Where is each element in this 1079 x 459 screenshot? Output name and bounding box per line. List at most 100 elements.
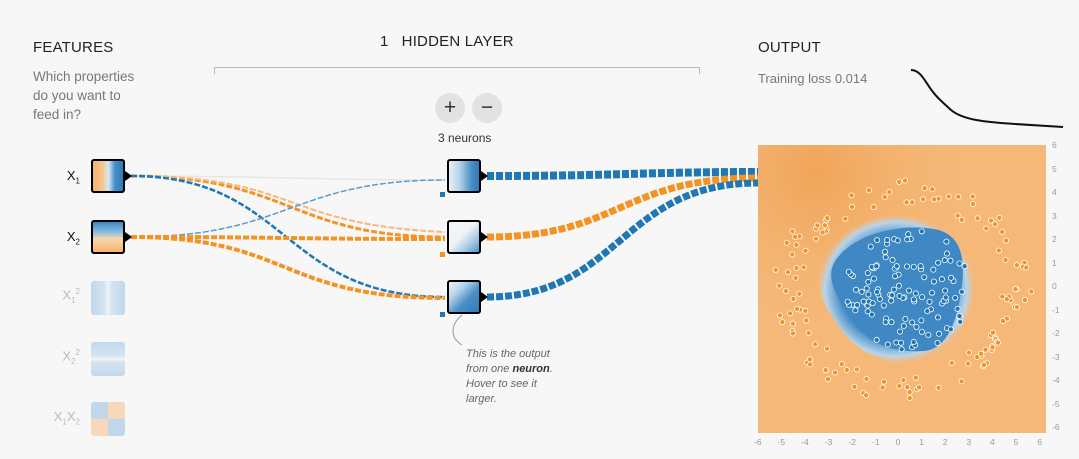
- data-point-negative: [886, 189, 893, 196]
- link-x2-n1[interactable]: [130, 179, 446, 238]
- link-x1-n2b[interactable]: [130, 175, 446, 233]
- data-point-positive: [895, 282, 902, 289]
- data-point-positive: [905, 231, 912, 238]
- data-point-negative: [958, 216, 965, 223]
- feature-node-x1-x2[interactable]: [91, 402, 125, 436]
- feature-node-x2[interactable]: [91, 220, 125, 254]
- y-tick-label: 1: [1052, 257, 1057, 268]
- feature-node-x2-squared[interactable]: [91, 342, 125, 376]
- data-point-negative: [824, 345, 831, 352]
- hidden-layer-count: 1: [380, 33, 389, 50]
- link-x2-n3[interactable]: [130, 235, 446, 300]
- output-heatmap[interactable]: [758, 145, 1046, 433]
- data-point-positive: [918, 328, 925, 335]
- y-tick-label: -5: [1052, 398, 1060, 409]
- data-point-negative: [903, 199, 910, 206]
- data-point-positive: [926, 298, 933, 305]
- data-point-positive: [904, 263, 911, 270]
- data-point-negative: [783, 288, 790, 295]
- data-point-positive: [917, 263, 924, 270]
- data-point-positive: [958, 288, 965, 295]
- data-point-positive: [943, 250, 950, 257]
- hidden-layers-header: 1 HIDDEN LAYER: [380, 33, 514, 50]
- data-point-negative: [935, 384, 942, 391]
- data-point-positive: [865, 278, 872, 285]
- data-point-negative: [1003, 237, 1010, 244]
- data-point-positive: [942, 294, 949, 301]
- hidden-neuron-1[interactable]: [447, 159, 481, 193]
- data-point-positive: [961, 263, 968, 270]
- add-neuron-button[interactable]: +: [435, 93, 465, 123]
- x-tick-label: -1: [872, 437, 880, 447]
- data-point-positive: [844, 298, 851, 305]
- data-point-negative: [904, 384, 911, 391]
- link-x1-n2[interactable]: [130, 174, 446, 239]
- data-point-negative: [969, 193, 976, 200]
- data-point-negative: [814, 222, 821, 229]
- data-point-negative: [819, 229, 826, 236]
- data-point-negative: [896, 383, 903, 390]
- data-point-negative: [999, 317, 1006, 324]
- data-point-negative: [912, 374, 919, 381]
- data-point-negative: [789, 330, 796, 337]
- link-x2-n2[interactable]: [130, 235, 446, 241]
- data-point-positive: [898, 346, 905, 353]
- hidden-neuron-2[interactable]: [447, 220, 481, 254]
- data-point-negative: [776, 312, 783, 319]
- x-tick-label: 2: [942, 437, 948, 447]
- data-point-negative: [969, 201, 976, 208]
- features-description-line: feed in?: [33, 107, 82, 122]
- data-point-positive: [892, 273, 899, 280]
- data-point-negative: [965, 360, 972, 367]
- x-tick-label: -4: [801, 437, 809, 447]
- data-point-negative: [931, 196, 938, 203]
- loss-curve-chart: [910, 69, 1064, 128]
- data-point-negative: [842, 215, 849, 222]
- data-point-negative: [843, 366, 850, 373]
- bias-n1: [440, 192, 445, 197]
- data-point-positive: [929, 289, 936, 296]
- data-points: [772, 177, 1035, 401]
- data-point-negative: [982, 346, 989, 353]
- data-point-positive: [952, 294, 959, 301]
- features-description-line: do you want to: [33, 88, 121, 103]
- feature-node-x1-squared[interactable]: [91, 281, 125, 315]
- data-point-negative: [881, 193, 888, 200]
- data-point-positive: [948, 274, 955, 281]
- data-point-positive: [890, 286, 897, 293]
- data-point-positive: [858, 288, 865, 295]
- data-point-negative: [958, 378, 965, 385]
- hidden-neuron-3[interactable]: [447, 280, 481, 314]
- data-point-positive: [930, 266, 937, 273]
- feature-node-x1[interactable]: [91, 159, 125, 193]
- data-point-negative: [900, 377, 907, 384]
- data-point-negative: [825, 376, 832, 383]
- data-point-negative: [945, 193, 952, 200]
- data-point-positive: [864, 269, 871, 276]
- link-x1-n1[interactable]: [130, 175, 446, 181]
- data-point-positive: [956, 260, 963, 267]
- x-tick-label: -2: [848, 437, 856, 447]
- data-point-negative: [865, 187, 872, 194]
- x-tick-label: 6: [1037, 437, 1042, 447]
- annotation-callout: [452, 314, 463, 346]
- data-point-negative: [787, 310, 794, 317]
- data-point-negative: [980, 361, 987, 368]
- remove-neuron-button[interactable]: −: [472, 93, 502, 123]
- data-point-negative: [779, 319, 786, 326]
- y-tick-label: 0: [1052, 281, 1057, 291]
- hidden-layer-title: HIDDEN LAYER: [401, 33, 514, 50]
- bias-n3: [440, 312, 445, 317]
- data-point-negative: [921, 185, 928, 192]
- link-n3-out[interactable]: [486, 179, 759, 301]
- link-n1-out[interactable]: [486, 168, 759, 180]
- data-point-positive: [860, 298, 867, 305]
- data-point-positive: [902, 316, 909, 323]
- data-point-positive: [910, 263, 917, 270]
- data-point-negative: [838, 361, 845, 368]
- data-point-positive: [941, 257, 948, 264]
- link-n2-out[interactable]: [486, 174, 759, 241]
- feature-label-x2-squared: X22: [62, 348, 80, 366]
- data-point-negative: [989, 329, 996, 336]
